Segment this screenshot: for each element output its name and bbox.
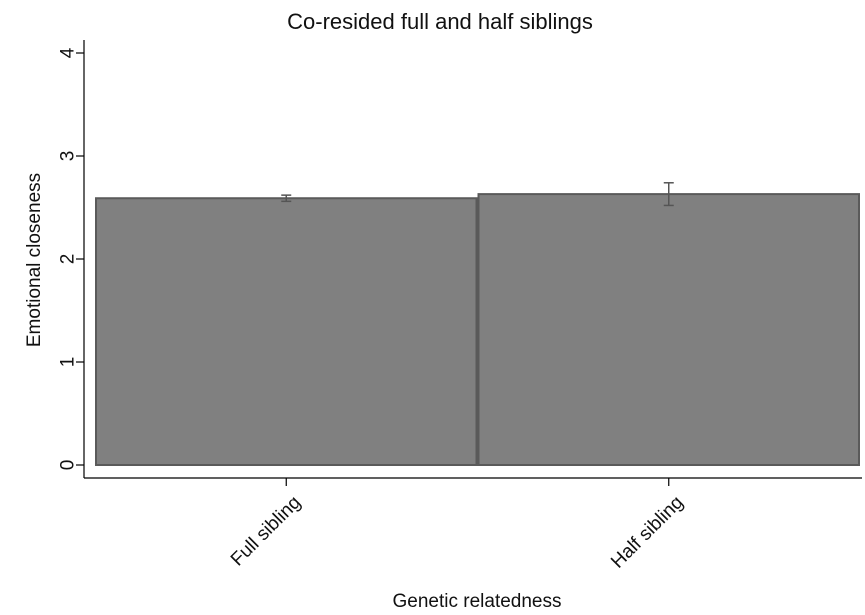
y-tick-label: 3 <box>58 151 79 162</box>
bar <box>95 197 478 466</box>
chart-title: Co-resided full and half siblings <box>287 9 593 34</box>
plot-area: 0 1 2 3 4 Full sibling Half sibling <box>58 40 862 573</box>
x-tick-label: Full sibling <box>227 492 305 570</box>
y-axis-label: Emotional closeness <box>24 173 45 347</box>
y-tick-label: 0 <box>58 460 79 471</box>
y-tick-label: 2 <box>58 254 79 265</box>
y-tick-label: 1 <box>58 357 79 368</box>
bar <box>477 193 860 467</box>
x-tick-label: Half sibling <box>607 492 688 573</box>
y-tick-label: 4 <box>58 47 79 58</box>
x-axis-label: Genetic relatedness <box>393 591 562 612</box>
